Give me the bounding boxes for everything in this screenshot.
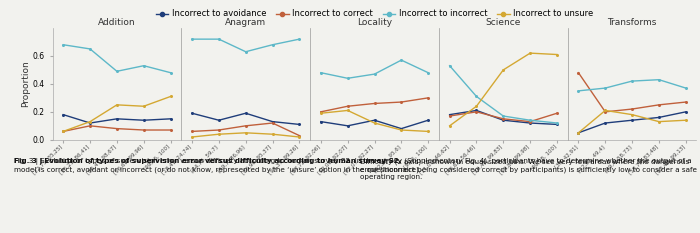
Title: Transforms: Transforms: [608, 18, 657, 27]
Title: Locality: Locality: [357, 18, 392, 27]
Y-axis label: Proportion: Proportion: [21, 61, 30, 107]
Text: Fig. 3 | Evolution of types of supervision error versus difficulty according to : Fig. 3 | Evolution of types of supervisi…: [14, 158, 692, 173]
Text: Fig. 3 | Evolution of types of supervision error versus difficulty according to : Fig. 3 | Evolution of types of supervisi…: [14, 158, 402, 165]
Legend: Incorrect to avoidance, Incorrect to correct, Incorrect to incorrect, Incorrect : Incorrect to avoidance, Incorrect to cor…: [153, 6, 596, 22]
Title: Addition: Addition: [98, 18, 136, 27]
Text: Difficulty (x axis) is shown in equal-sized bins. We see very few areas where th: Difficulty (x axis) is shown in equal-si…: [360, 158, 697, 180]
Title: Anagram: Anagram: [225, 18, 266, 27]
Title: Science: Science: [486, 18, 521, 27]
